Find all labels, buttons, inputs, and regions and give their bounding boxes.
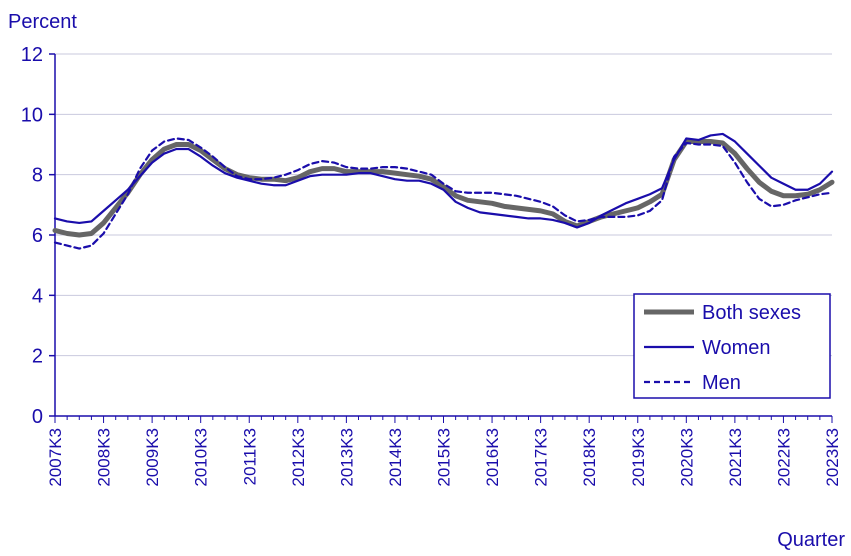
legend-label-men: Men [702,372,741,394]
x-tick-label: 2011K3 [240,428,259,485]
x-tick-label: 2023K3 [823,428,842,487]
x-tick-label: 2007K3 [46,428,65,487]
y-tick-label: 2 [32,346,43,368]
x-tick-label: 2019K3 [629,428,648,487]
legend-label-women: Women [702,337,771,359]
x-axis-title: Quarter [777,529,845,551]
y-tick-label: 10 [21,104,43,126]
y-tick-label: 6 [32,225,43,247]
series-line-men [53,137,834,250]
y-axis-title: Percent [8,11,77,33]
y-tick-label: 0 [32,406,43,428]
y-tick-label: 12 [21,44,43,66]
x-tick-label: 2017K3 [532,428,551,487]
x-tick-label: 2010K3 [192,428,211,487]
series-line-women [53,132,834,229]
x-tick-label: 2022K3 [774,428,793,487]
y-tick-label: 4 [32,285,43,307]
x-tick-label: 2020K3 [677,428,696,487]
series-lines [52,132,835,250]
x-tick-label: 2008K3 [95,428,114,487]
x-tick-label: 2013K3 [337,428,356,487]
x-tick-label: 2016K3 [483,428,502,487]
x-tick-label: 2018K3 [580,428,599,487]
x-tick-label: 2015K3 [435,428,454,487]
x-tick-label: 2012K3 [289,428,308,487]
series-line-both-sexes [52,138,835,238]
y-axis-ticks: 0 2 4 6 8 10 12 [21,44,55,428]
x-axis-ticks: 2007K3 2008K3 2009K3 2010K3 2011K3 2012K3 2013… [46,416,842,487]
legend: Both sexes Women Men [633,293,831,399]
y-tick-label: 8 [32,165,43,187]
axes [54,54,832,417]
x-tick-label: 2021K3 [726,428,745,487]
legend-label-both-sexes: Both sexes [702,302,801,324]
x-tick-label: 2014K3 [386,428,405,487]
x-tick-label: 2009K3 [143,428,162,487]
